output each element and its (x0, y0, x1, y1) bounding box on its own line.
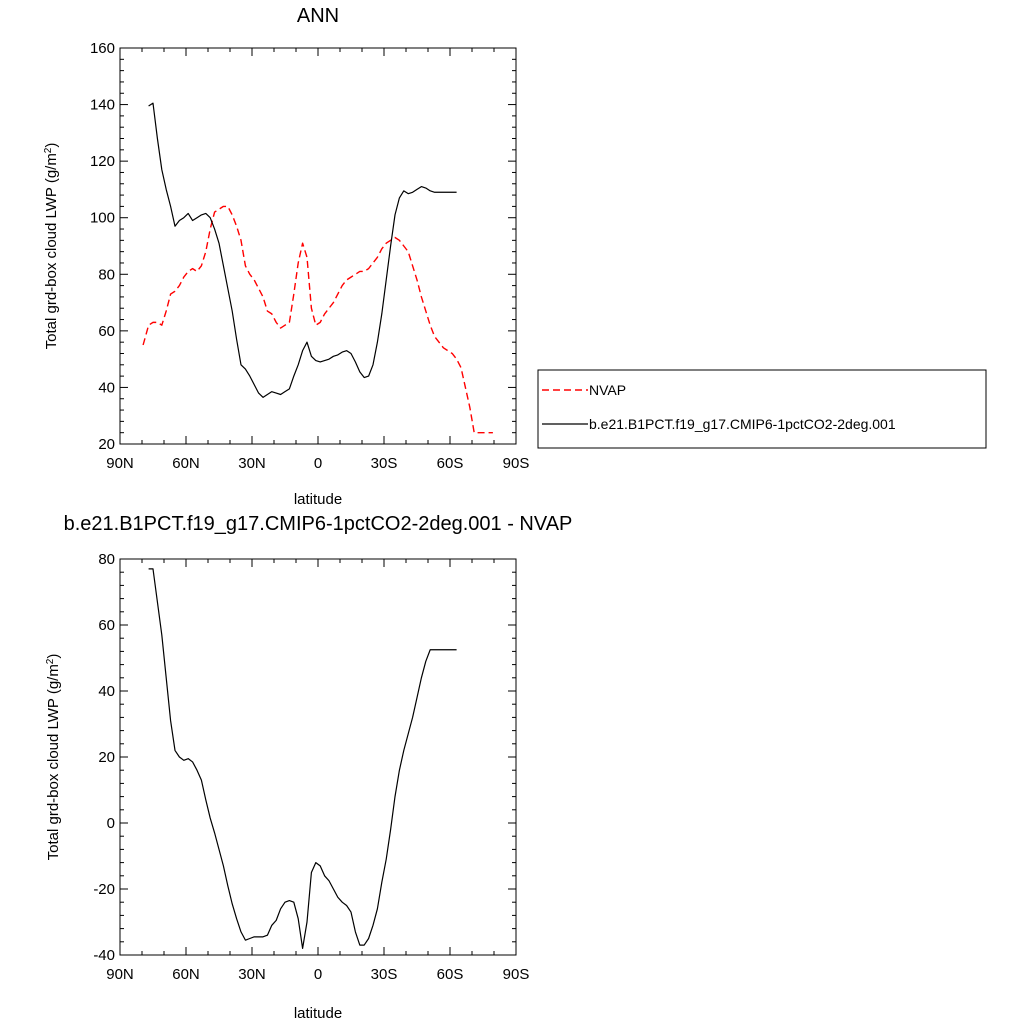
series-line-ann-1 (148, 102, 457, 398)
x-axis-label-ann: latitude (294, 491, 342, 508)
y-tick-label-ann: 100 (90, 210, 115, 227)
x-tick-label-ann: 60N (172, 455, 200, 472)
y-tick-label-ann: 20 (98, 436, 115, 453)
x-tick-label-diff: 90S (503, 966, 530, 983)
y-tick-label-diff: 0 (107, 815, 115, 832)
x-tick-label-ann: 0 (314, 455, 322, 472)
ticks-group-diff: 90N 60N 30N 0 30S 60S 90S -40 -20 0 20 40 60 80 (93, 551, 529, 983)
y-tick-label-ann: 140 (90, 97, 115, 114)
ticks-group-ann: 90N 60N 30N 0 30S 60S 90S 20 40 60 80 100 120 140 160 (90, 40, 529, 472)
plot-frame-ann (119, 47, 517, 445)
x-tick-label-diff: 60N (172, 966, 200, 983)
y-tick-label-diff: -20 (93, 881, 115, 898)
y-axis-label-ann-main: Total grd-box cloud LWP (g/m (43, 153, 60, 349)
x-tick-label-diff: 30S (371, 966, 398, 983)
x-tick-label-diff: 0 (314, 966, 322, 983)
series-group-diff (148, 568, 457, 950)
legend-label-nvap: NVAP (589, 382, 626, 398)
chart-title-diff: b.e21.B1PCT.f19_g17.CMIP6-1pctCO2-2deg.0… (64, 513, 573, 535)
chart-title-ann: ANN (297, 5, 339, 27)
x-axis-label-diff: latitude (294, 1005, 342, 1022)
x-tick-label-ann: 30S (371, 455, 398, 472)
y-tick-label-diff: 20 (98, 749, 115, 766)
y-tick-label-ann: 40 (98, 379, 115, 396)
y-axis-label-ann-sup: 2 (43, 147, 54, 153)
series-line-ann-0 (142, 205, 493, 434)
legend-box (537, 369, 987, 449)
legend: NVAP b.e21.B1PCT.f19_g17.CMIP6-1pctCO2-2… (537, 369, 987, 449)
y-tick-label-diff: 60 (98, 617, 115, 634)
x-tick-label-diff: 60S (437, 966, 464, 983)
series-group-ann (142, 102, 493, 434)
y-tick-label-diff: -40 (93, 947, 115, 964)
y-tick-label-ann: 80 (98, 266, 115, 283)
y-tick-label-ann: 120 (90, 153, 115, 170)
x-tick-label-ann: 90S (503, 455, 530, 472)
y-axis-label-ann-tail: ) (43, 143, 60, 148)
y-axis-label-diff-sup: 2 (45, 658, 56, 664)
x-tick-label-diff: 30N (238, 966, 266, 983)
y-tick-label-diff: 80 (98, 551, 115, 568)
y-tick-label-diff: 40 (98, 683, 115, 700)
y-axis-label-diff-main: Total grd-box cloud LWP (g/m (45, 664, 62, 860)
x-tick-label-diff: 90N (106, 966, 134, 983)
x-tick-label-ann: 60S (437, 455, 464, 472)
y-axis-label-ann: Total grd-box cloud LWP (g/m2) (43, 143, 61, 350)
y-axis-label-diff-tail: ) (45, 654, 62, 659)
y-tick-label-ann: 60 (98, 323, 115, 340)
chart-ann: ANN 90N 60N 30N 0 30S 60S 90S 20 40 60 80 100 120 140… (43, 5, 987, 508)
x-tick-label-ann: 90N (106, 455, 134, 472)
legend-label-model: b.e21.B1PCT.f19_g17.CMIP6-1pctCO2-2deg.0… (589, 416, 896, 432)
y-axis-label-diff: Total grd-box cloud LWP (g/m2) (45, 654, 63, 861)
y-tick-label-ann: 160 (90, 40, 115, 57)
x-tick-label-ann: 30N (238, 455, 266, 472)
series-line-diff-0 (148, 568, 457, 950)
chart-diff: b.e21.B1PCT.f19_g17.CMIP6-1pctCO2-2deg.0… (45, 513, 573, 1022)
